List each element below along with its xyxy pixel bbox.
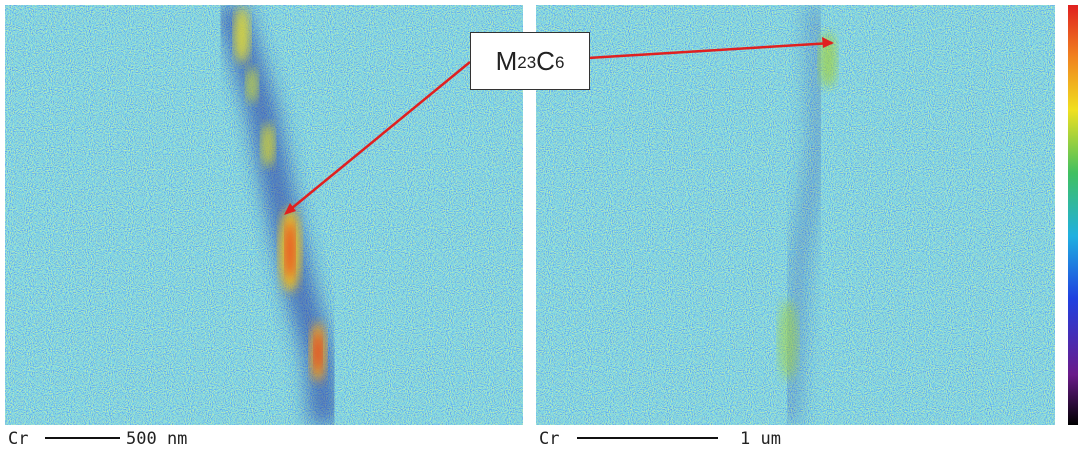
color-bar: [1068, 5, 1078, 425]
scale-label: 1 um: [740, 428, 781, 450]
element-label: Cr: [539, 428, 559, 450]
element-label: Cr: [8, 428, 28, 450]
scale-label: 500 nm: [126, 428, 187, 450]
page: Cr 500 nm Cr 1 um M23C6 (() => { const d…: [0, 0, 1081, 454]
